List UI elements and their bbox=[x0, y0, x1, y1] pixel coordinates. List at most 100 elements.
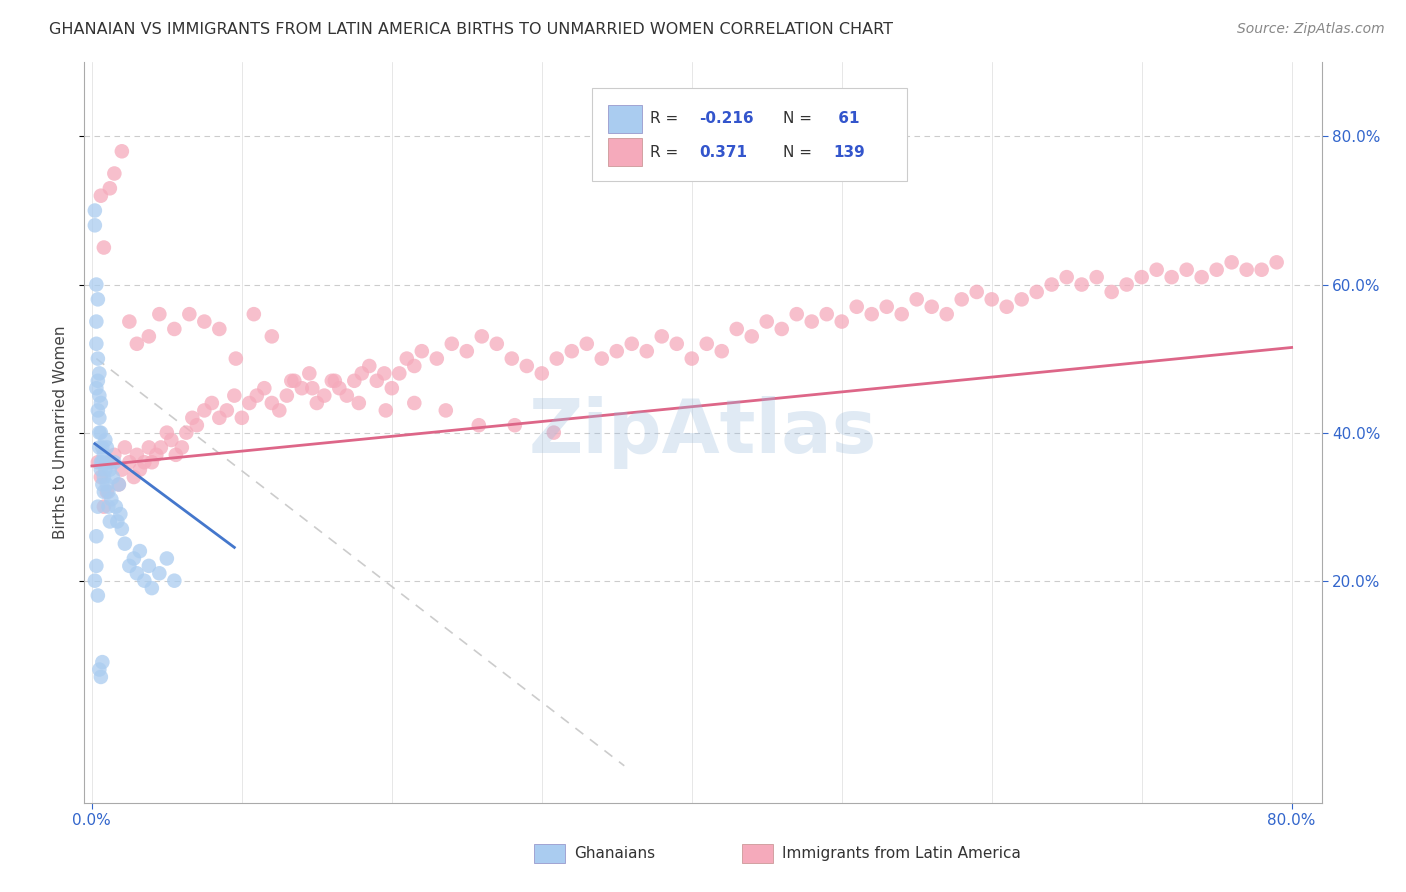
Point bbox=[122, 551, 145, 566]
Point bbox=[89, 388, 111, 402]
Point bbox=[176, 425, 198, 440]
Point bbox=[935, 307, 957, 321]
Point bbox=[280, 374, 302, 388]
Point bbox=[1115, 277, 1137, 292]
Point bbox=[156, 551, 179, 566]
Point bbox=[93, 484, 115, 499]
Point bbox=[225, 351, 247, 366]
Point bbox=[108, 477, 131, 491]
Point bbox=[128, 544, 150, 558]
Point bbox=[503, 418, 526, 433]
Point bbox=[1011, 293, 1033, 307]
Point bbox=[128, 462, 150, 476]
Point bbox=[163, 574, 186, 588]
Point bbox=[98, 515, 121, 529]
Point bbox=[193, 314, 215, 328]
Point bbox=[141, 581, 163, 595]
Point bbox=[1250, 262, 1272, 277]
Point bbox=[1236, 262, 1258, 277]
Point bbox=[301, 381, 323, 395]
Point bbox=[516, 359, 538, 373]
Point bbox=[86, 277, 108, 292]
Point bbox=[118, 314, 141, 328]
Point bbox=[471, 329, 494, 343]
Point bbox=[741, 329, 763, 343]
Point bbox=[298, 367, 321, 381]
Point bbox=[87, 455, 110, 469]
Point bbox=[636, 344, 658, 359]
Point bbox=[468, 418, 491, 433]
Point bbox=[101, 470, 124, 484]
Text: 61: 61 bbox=[832, 112, 859, 126]
Point bbox=[831, 314, 853, 328]
Point bbox=[530, 367, 553, 381]
Point bbox=[103, 455, 125, 469]
Point bbox=[149, 441, 172, 455]
Point bbox=[86, 381, 108, 395]
Point bbox=[96, 441, 118, 455]
Point bbox=[125, 448, 148, 462]
Point bbox=[83, 203, 105, 218]
Point bbox=[561, 344, 583, 359]
Point bbox=[98, 181, 121, 195]
Point bbox=[238, 396, 260, 410]
Text: Immigrants from Latin America: Immigrants from Latin America bbox=[782, 847, 1021, 861]
Point bbox=[90, 670, 112, 684]
Point bbox=[208, 410, 231, 425]
Point bbox=[91, 655, 114, 669]
Point bbox=[426, 351, 449, 366]
Point bbox=[96, 455, 118, 469]
Point bbox=[96, 477, 118, 491]
Point bbox=[1025, 285, 1047, 299]
Point bbox=[374, 403, 396, 417]
Point bbox=[395, 351, 418, 366]
Point bbox=[1265, 255, 1288, 269]
Point bbox=[125, 566, 148, 581]
Point bbox=[620, 336, 643, 351]
Point bbox=[921, 300, 943, 314]
Point bbox=[89, 367, 111, 381]
Point bbox=[87, 293, 110, 307]
Point bbox=[87, 500, 110, 514]
FancyBboxPatch shape bbox=[607, 104, 643, 133]
Point bbox=[845, 300, 868, 314]
Point bbox=[114, 441, 136, 455]
Point bbox=[93, 470, 115, 484]
Point bbox=[122, 470, 145, 484]
Point bbox=[97, 500, 120, 514]
Point bbox=[890, 307, 912, 321]
Y-axis label: Births to Unmarried Women: Births to Unmarried Women bbox=[53, 326, 69, 540]
Point bbox=[160, 433, 183, 447]
Point bbox=[1070, 277, 1092, 292]
Point bbox=[283, 374, 305, 388]
Point bbox=[148, 566, 170, 581]
Point bbox=[94, 433, 117, 447]
Text: N =: N = bbox=[783, 112, 817, 126]
Text: 139: 139 bbox=[832, 145, 865, 160]
Point bbox=[90, 188, 112, 202]
Point bbox=[434, 403, 457, 417]
Point bbox=[93, 448, 115, 462]
Point bbox=[134, 455, 156, 469]
Point bbox=[404, 359, 426, 373]
Point bbox=[336, 388, 359, 402]
Point bbox=[145, 448, 167, 462]
Point bbox=[179, 307, 201, 321]
Point bbox=[138, 441, 160, 455]
Point bbox=[93, 500, 115, 514]
Point bbox=[224, 388, 246, 402]
Point bbox=[381, 381, 404, 395]
Point bbox=[350, 367, 373, 381]
Point bbox=[359, 359, 381, 373]
Point bbox=[105, 515, 128, 529]
Point bbox=[181, 410, 204, 425]
Point bbox=[110, 507, 132, 521]
Point bbox=[104, 500, 127, 514]
Point bbox=[543, 425, 565, 440]
Text: GHANAIAN VS IMMIGRANTS FROM LATIN AMERICA BIRTHS TO UNMARRIED WOMEN CORRELATION : GHANAIAN VS IMMIGRANTS FROM LATIN AMERIC… bbox=[49, 22, 893, 37]
Point bbox=[786, 307, 808, 321]
Text: -0.216: -0.216 bbox=[699, 112, 754, 126]
Point bbox=[108, 477, 131, 491]
Point bbox=[373, 367, 395, 381]
FancyBboxPatch shape bbox=[592, 88, 907, 181]
